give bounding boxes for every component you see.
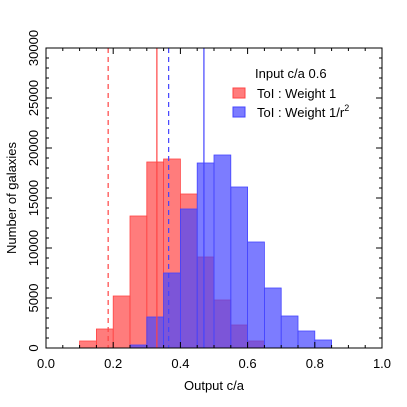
bar-weight-1 <box>79 340 97 349</box>
x-tick-label: 0.4 <box>171 356 189 371</box>
y-tick-label: 25000 <box>26 80 41 116</box>
bar-weight-1-r2 <box>247 241 265 349</box>
y-tick-label: 20000 <box>26 130 41 166</box>
bar-weight-1-r2 <box>280 315 299 349</box>
bar-weight-1 <box>96 328 114 349</box>
bar-weight-1 <box>112 295 131 349</box>
bar-weight-1-r2 <box>314 339 332 349</box>
legend-label-weight-1: ToI : Weight 1 <box>257 86 336 101</box>
legend-title: Input c/a 0.6 <box>255 66 327 81</box>
bar-weight-1-r2 <box>263 287 282 349</box>
reference-lines <box>107 48 205 348</box>
bar-weight-1 <box>129 215 148 349</box>
weight-1-r2-bars <box>129 154 332 349</box>
y-tick-label: 10000 <box>26 230 41 266</box>
x-axis-title: Output c/a <box>184 378 245 393</box>
legend: Input c/a 0.6 ToI : Weight 1 ToI : Weigh… <box>232 66 349 120</box>
bar-weight-1-r2 <box>179 208 198 349</box>
x-axis-ticks: 0.0 0.2 0.4 0.6 0.8 1.0 <box>37 48 391 371</box>
x-tick-label: 0.0 <box>37 356 55 371</box>
legend-superscript: 2 <box>344 103 349 113</box>
bar-weight-1-r2 <box>146 316 165 349</box>
x-tick-label: 0.2 <box>104 356 122 371</box>
y-tick-label: 15000 <box>26 180 41 216</box>
legend-label-weight-1-r2: ToI : Weight 1/r2 <box>257 103 349 120</box>
y-tick-label: 0 <box>26 344 41 351</box>
legend-swatch-weight-1-r2 <box>232 106 246 118</box>
y-tick-label: 30000 <box>26 30 41 66</box>
x-tick-label: 0.6 <box>239 356 257 371</box>
bar-weight-1-r2 <box>230 186 249 349</box>
y-tick-label: 5000 <box>26 284 41 313</box>
bar-weight-1-r2 <box>163 272 181 349</box>
legend-swatch-weight-1 <box>232 87 246 99</box>
y-axis-title: Number of galaxies <box>4 142 19 254</box>
x-tick-label: 1.0 <box>373 356 391 371</box>
bar-weight-1-r2 <box>297 330 316 349</box>
y-axis-ticks: 0 5000 10000 15000 20000 25000 30000 <box>26 30 382 352</box>
bar-weight-1-r2 <box>196 162 215 349</box>
bar-weight-1-r2 <box>213 154 232 349</box>
x-tick-label: 0.8 <box>306 356 324 371</box>
